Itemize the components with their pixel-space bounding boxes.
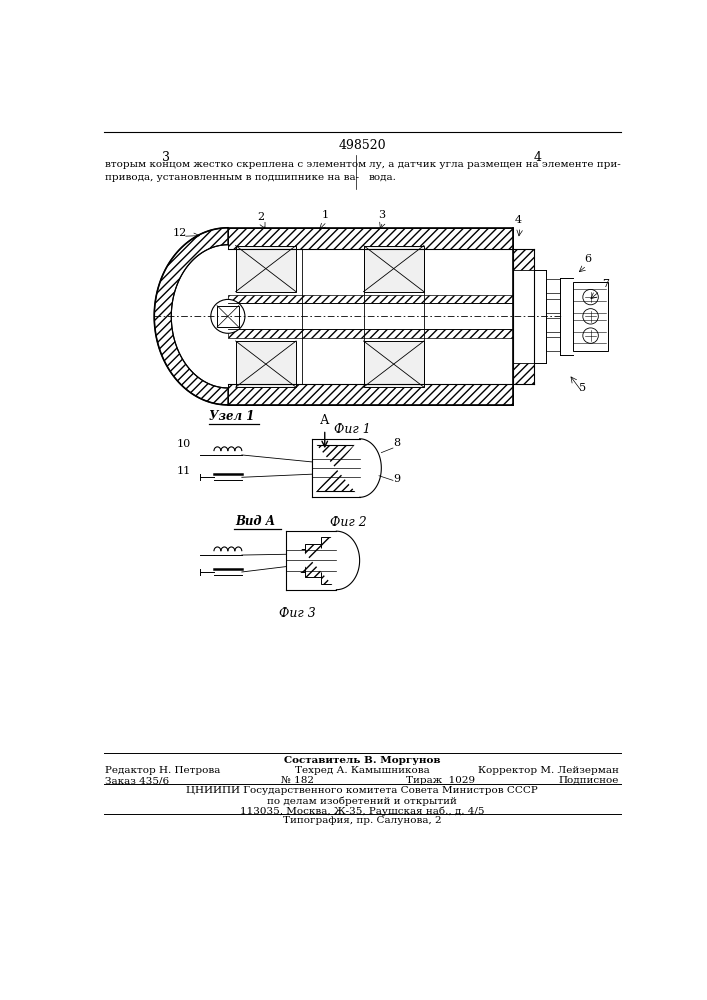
Circle shape <box>583 309 598 324</box>
Text: Фиг 1: Фиг 1 <box>334 423 370 436</box>
Text: А: А <box>320 414 329 427</box>
Text: 3: 3 <box>378 210 385 220</box>
Text: Узел 1: Узел 1 <box>209 410 255 423</box>
Text: Тираж  1029: Тираж 1029 <box>406 776 475 785</box>
Bar <box>513 363 534 384</box>
Circle shape <box>583 289 598 305</box>
Text: Составитель В. Моргунов: Составитель В. Моргунов <box>284 756 440 765</box>
Bar <box>546 279 559 293</box>
Text: лу, а датчик угла размещен на элементе при-
вода.: лу, а датчик угла размещен на элементе п… <box>369 160 621 182</box>
Text: 4: 4 <box>515 215 522 225</box>
Text: № 182: № 182 <box>281 776 314 785</box>
Bar <box>228 329 513 338</box>
Text: 9: 9 <box>393 474 400 484</box>
Text: Фиг 2: Фиг 2 <box>329 516 366 529</box>
Bar <box>312 445 360 491</box>
Text: Заказ 435/6: Заказ 435/6 <box>105 776 170 785</box>
Bar <box>235 246 296 292</box>
Bar <box>286 549 305 572</box>
Bar <box>546 299 559 312</box>
Bar <box>573 282 607 351</box>
Circle shape <box>211 299 245 333</box>
Text: 7: 7 <box>602 279 609 289</box>
Text: Редактор Н. Петрова: Редактор Н. Петрова <box>105 766 221 775</box>
Text: Подписное: Подписное <box>559 776 619 785</box>
Text: 113035, Москва, Ж-35, Раушская наб., д. 4/5: 113035, Москва, Ж-35, Раушская наб., д. … <box>240 806 484 816</box>
Bar <box>546 337 559 351</box>
Bar <box>235 341 296 387</box>
Polygon shape <box>286 531 360 590</box>
Text: 498520: 498520 <box>338 139 386 152</box>
Bar <box>363 246 424 292</box>
Text: 2: 2 <box>257 212 264 222</box>
Bar <box>228 384 513 405</box>
Text: 10: 10 <box>177 439 191 449</box>
Text: вторым концом жестко скреплена с элементом
привода, установленным в подшипнике н: вторым концом жестко скреплена с элемент… <box>105 160 367 182</box>
Text: Вид А: Вид А <box>235 515 275 528</box>
Text: ЦНИИПИ Государственного комитета Совета Министров СССР: ЦНИИПИ Государственного комитета Совета … <box>186 786 538 795</box>
Text: Фиг 3: Фиг 3 <box>279 607 316 620</box>
Text: Техред А. Камышникова: Техред А. Камышникова <box>295 766 429 775</box>
Text: по делам изобретений и открытий: по делам изобретений и открытий <box>267 796 457 806</box>
Text: Корректор М. Лейзерман: Корректор М. Лейзерман <box>479 766 619 775</box>
Bar <box>546 318 559 332</box>
Bar <box>228 228 513 249</box>
Polygon shape <box>312 439 381 497</box>
Bar <box>228 295 513 303</box>
Bar <box>228 295 513 338</box>
Polygon shape <box>154 228 228 405</box>
Text: Типография, пр. Салунова, 2: Типография, пр. Салунова, 2 <box>283 816 441 825</box>
Bar <box>305 544 321 577</box>
Bar <box>321 537 337 584</box>
Text: 8: 8 <box>393 438 400 448</box>
Bar <box>363 341 424 387</box>
Text: 6: 6 <box>585 254 592 264</box>
Text: 4: 4 <box>534 151 542 164</box>
Text: 3: 3 <box>162 151 170 164</box>
Bar <box>217 306 239 327</box>
Text: 1: 1 <box>321 210 328 220</box>
Text: 5: 5 <box>579 383 586 393</box>
Text: 11: 11 <box>177 466 191 476</box>
Text: 12: 12 <box>173 228 187 238</box>
Circle shape <box>583 328 598 343</box>
Bar <box>513 249 534 270</box>
